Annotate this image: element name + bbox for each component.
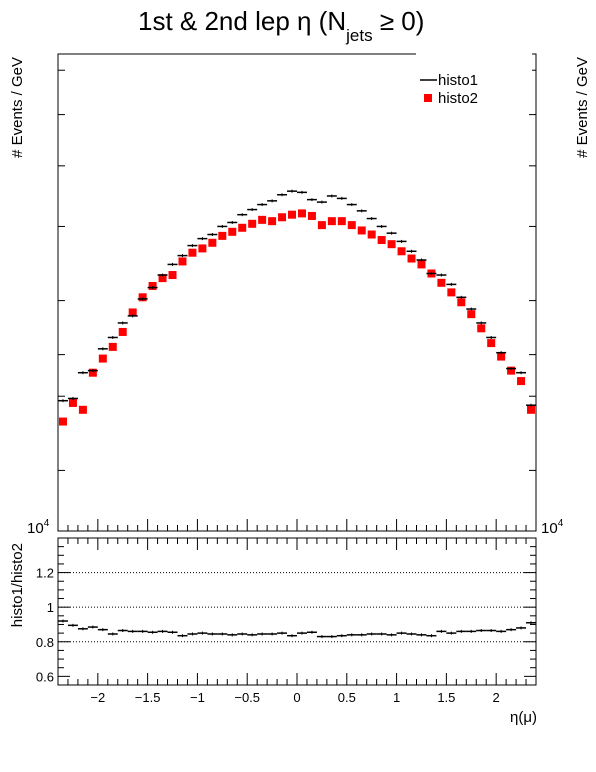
x-tick-label: −1.5 [135,690,161,705]
histo2-point [297,209,306,218]
histo2-point [447,288,456,297]
chart-title-rest: ≥ 0) [373,6,425,36]
histo2-point [527,405,536,414]
chart-title: 1st & 2nd lep η (Njets ≥ 0) [138,6,424,45]
histo2-point [377,236,386,245]
histo2-point [367,230,376,239]
histo2-point [128,308,137,317]
histo2-point [288,210,297,219]
legend-box [416,48,532,110]
histo2-point [317,221,326,230]
x-tick-label: 1 [393,690,400,705]
x-tick-label: −0.5 [234,690,260,705]
histo2-point [407,254,416,263]
y-tick-label-left-base: 10 [27,520,44,537]
ratio-y-tick-label: 1 [47,600,54,615]
histo2-point [158,274,167,283]
ratio-y-tick-label: 0.8 [36,635,54,650]
ratio-plot-points [58,619,536,639]
histo2-point [457,298,466,307]
ratio-y-tick-label: 1.2 [36,566,54,581]
histo2-point [208,238,217,247]
histo2-point [118,327,127,336]
histo2-point [437,278,446,287]
histo2-point [497,352,506,361]
x-tick-label: −1 [190,690,205,705]
histo2-point [307,211,316,220]
histo2-point [98,354,107,363]
histo2-point [88,368,97,377]
histo2-point [78,405,87,414]
histo2-point [258,215,267,224]
histo2-point [108,342,117,351]
main-plot-points [58,189,536,426]
histo2-point [238,223,247,232]
x-tick-label: 1.5 [437,690,455,705]
histo2-point [487,339,496,348]
ratio-y-tick-label: 0.6 [36,669,54,684]
main-plot-ticks [57,69,537,532]
legend-label-histo1: histo1 [438,72,478,89]
histo2-point [387,240,396,249]
histo2-point [357,226,366,235]
y-axis-label-left: # Events / GeV [9,57,26,158]
histo2-point [517,377,526,386]
histo2-point [278,213,287,222]
ratio-y-axis-label: histo1/histo2 [9,543,26,627]
histo2-point [467,310,476,319]
histo2-point [198,244,207,253]
histo2-point [248,219,257,228]
legend-label-histo2: histo2 [438,90,478,107]
histo2-point [268,217,277,226]
histo2-point [148,281,157,290]
histo2-point [168,271,177,280]
y-axis-label-right: # Events / GeV [574,57,591,158]
x-axis-label: η(μ) [510,709,537,726]
histo2-point [178,257,187,266]
legend-marker-histo2 [424,94,432,102]
histo2-point [417,260,426,269]
histo2-point [347,221,356,230]
ratio-plot-ticks [57,537,537,685]
histo2-point [68,398,77,407]
histo2-point [218,231,227,240]
histo2-point [58,417,67,426]
y-tick-label-left-exponent: 4 [44,518,50,529]
chart-title-subscript: jets [345,26,372,45]
histo2-point [327,217,336,226]
histo2-point [138,293,147,302]
x-tick-label: 0.5 [338,690,356,705]
x-tick-label: −2 [90,690,105,705]
x-tick-labels: −2 −1.5 −1 −0.5 0 0.5 1 1.5 2 [90,690,499,705]
y-tick-label-right: 104 [541,518,564,537]
histo2-point [507,366,516,375]
y-tick-label-right-exponent: 4 [558,518,564,529]
histo2-point [477,324,486,333]
y-tick-label-right-base: 10 [541,520,558,537]
ratio-y-tick-labels: 0.6 0.8 1 1.2 [36,566,54,685]
chart-title-main: 1st & 2nd lep η (N [138,6,346,36]
histo2-point [397,247,406,256]
x-tick-label: 2 [493,690,500,705]
histo2-point [337,217,346,226]
histo2-point [188,248,197,257]
x-tick-label: 0 [293,690,300,705]
y-tick-label-left: 104 [27,518,50,537]
histo2-point [228,227,237,236]
